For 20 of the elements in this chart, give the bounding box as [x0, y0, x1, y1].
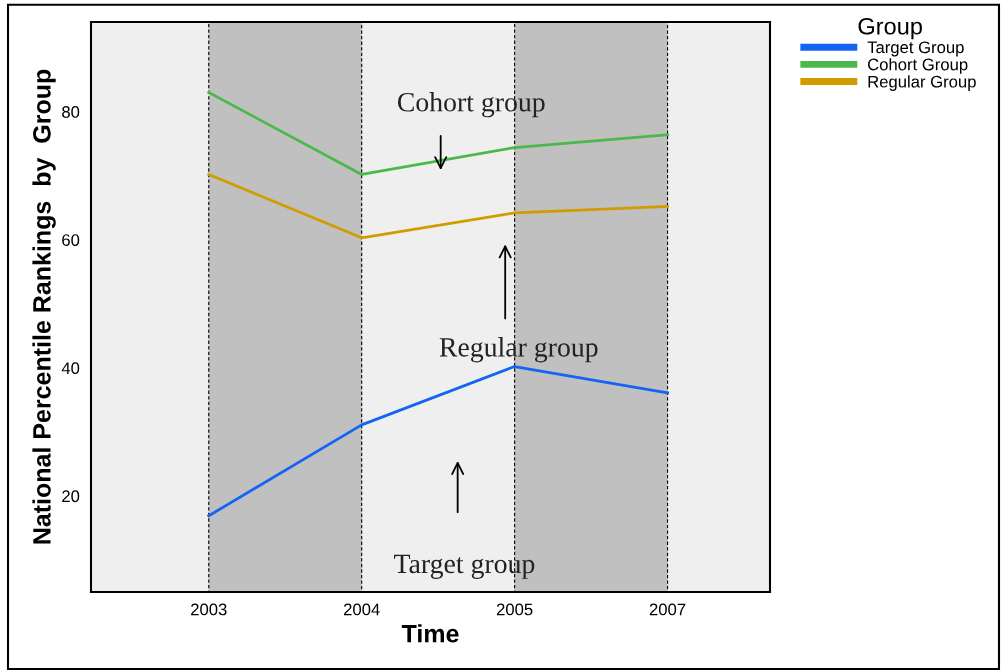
line-series	[207, 365, 669, 518]
legend-label: Cohort Group	[868, 58, 968, 74]
annotation: Regular group	[439, 337, 598, 363]
y-tick-label: 40	[61, 362, 80, 375]
legend-title: Group	[858, 17, 922, 40]
x-tick-label: 2005	[496, 603, 533, 616]
line-series	[207, 91, 669, 176]
line-series	[207, 173, 669, 240]
legend-label: Target Group	[867, 41, 964, 57]
y-tick-label: 20	[62, 490, 80, 503]
legend-label: Regular Group	[868, 75, 976, 91]
x-tick-label: 2003	[191, 603, 227, 616]
y-tick-label: 60	[62, 234, 80, 246]
y-tick-label: 80	[62, 106, 80, 118]
x-tick-label: 2007	[649, 603, 686, 616]
x-tick-label: 2004	[343, 603, 380, 616]
y-axis-title: National Percentile Rankings by Group	[32, 69, 56, 544]
annotation: Target group	[394, 554, 535, 579]
annotation: Cohort group	[397, 92, 545, 118]
x-axis-title: Time	[401, 624, 459, 643]
